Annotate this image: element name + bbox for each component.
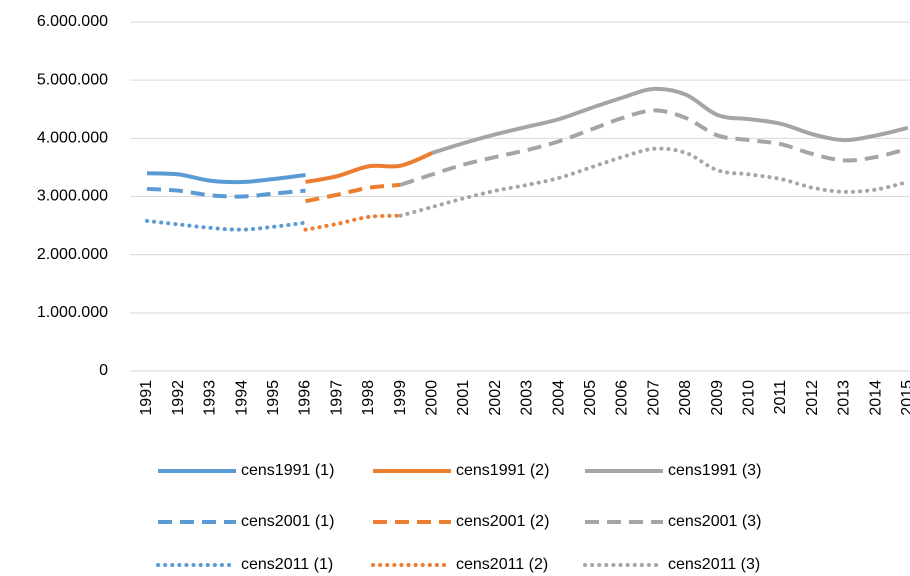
x-tick-label: 1999 — [392, 380, 409, 416]
y-tick-label: 6.000.000 — [37, 13, 108, 30]
x-tick-label: 2015 — [899, 380, 910, 416]
legend-label: cens2001 (3) — [668, 513, 761, 530]
legend-label: cens1991 (1) — [241, 462, 334, 479]
y-tick-label: 5.000.000 — [37, 71, 108, 88]
x-tick-label: 2000 — [424, 380, 441, 416]
series-line — [305, 182, 401, 204]
x-tick-label: 2003 — [519, 380, 536, 416]
x-tick-label: 2002 — [487, 380, 504, 416]
series-line — [146, 186, 306, 199]
y-tick-label: 1.000.000 — [37, 304, 108, 321]
x-tick-label: 2005 — [582, 380, 599, 416]
legend-label: cens1991 (3) — [668, 462, 761, 479]
series-line — [431, 86, 909, 155]
x-tick-label: 2010 — [741, 380, 758, 416]
y-tick-label: 3.000.000 — [37, 188, 108, 205]
x-tick-label: 2004 — [550, 380, 567, 416]
series-line — [398, 146, 910, 218]
y-tick-label: 4.000.000 — [37, 130, 108, 147]
x-tick-label: 2001 — [455, 380, 472, 416]
x-tick-label: 2007 — [645, 380, 662, 416]
x-tick-label: 1994 — [233, 380, 250, 416]
series-line — [305, 151, 434, 184]
x-tick-label: 1991 — [138, 380, 155, 416]
x-tick-label: 1993 — [202, 380, 219, 416]
x-tick-label: 1997 — [328, 380, 345, 416]
legend-label: cens2001 (1) — [241, 513, 334, 530]
legend-label: cens2011 (1) — [241, 556, 333, 573]
x-tick-label: 2009 — [709, 380, 726, 416]
series-line — [303, 213, 403, 232]
x-tick-label: 2006 — [614, 380, 631, 416]
x-tick-label: 2013 — [836, 380, 853, 416]
series-line — [145, 218, 308, 232]
x-tick-label: 2014 — [867, 380, 884, 416]
y-tick-label: 0 — [99, 362, 108, 379]
x-tick-label: 2011 — [772, 380, 789, 415]
legend-label: cens2001 (2) — [456, 513, 549, 530]
x-tick-label: 1995 — [265, 380, 282, 416]
series-line — [146, 171, 306, 185]
x-tick-label: 1998 — [360, 380, 377, 416]
legend-label: cens2011 (3) — [668, 556, 760, 573]
x-tick-label: 2008 — [677, 380, 694, 416]
x-tick-label: 1992 — [170, 380, 187, 416]
y-tick-label: 2.000.000 — [37, 246, 108, 263]
x-tick-label: 1996 — [297, 380, 314, 416]
x-tick-label: 2012 — [804, 380, 821, 416]
series-line — [399, 108, 909, 187]
legend-label: cens2011 (2) — [456, 556, 548, 573]
legend-label: cens1991 (2) — [456, 462, 549, 479]
